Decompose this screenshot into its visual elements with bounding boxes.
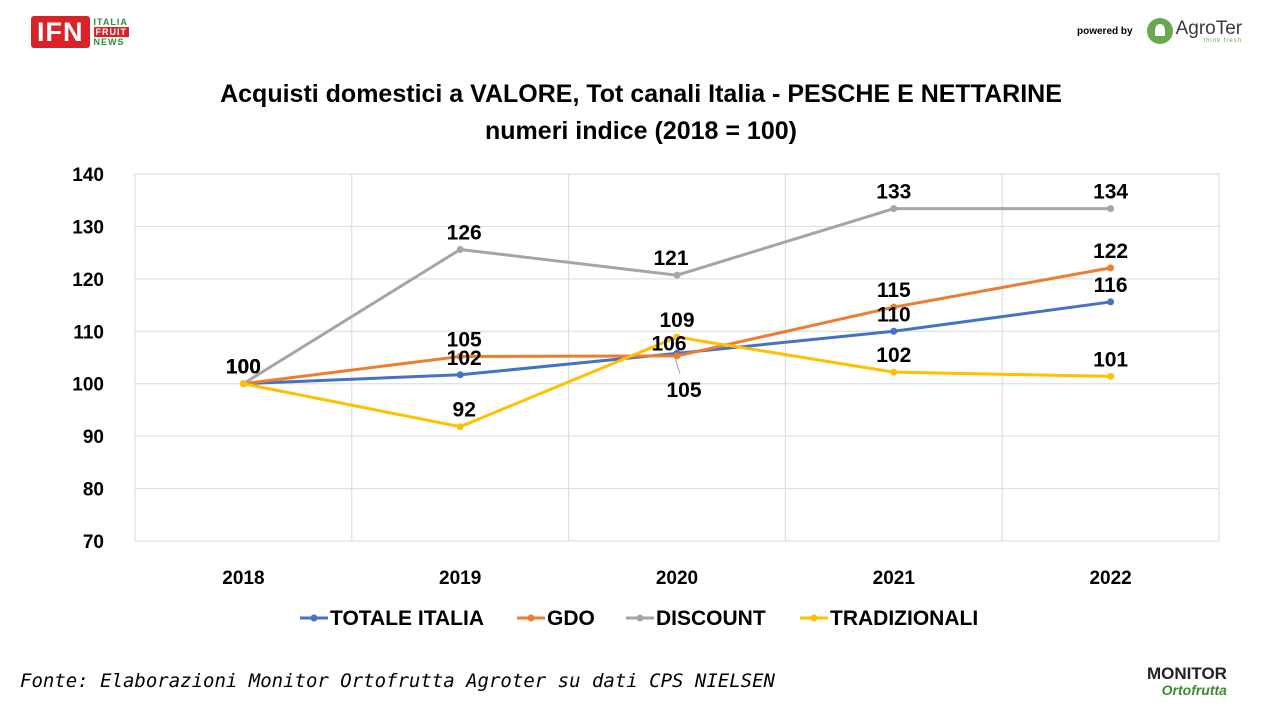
- ifn-line-fruit: FRUIT: [93, 27, 129, 37]
- y-tick-label: 110: [73, 322, 104, 343]
- monitor-ortofrutta-logo: MONITOR Ortofrutta: [1147, 664, 1227, 698]
- legend-marker: [810, 614, 818, 622]
- agroter-tagline: think fresh: [1203, 37, 1243, 44]
- agroter-name: AgroTer: [1175, 17, 1243, 39]
- y-tick-label: 130: [72, 217, 104, 238]
- powered-by-label: powered by: [1077, 25, 1133, 37]
- y-tick-label: 70: [83, 532, 104, 553]
- legend-entry: TOTALE ITALIA: [330, 607, 484, 630]
- y-tick-label: 90: [83, 427, 104, 448]
- ifn-line-news: NEWS: [93, 37, 125, 47]
- tree-icon: [1146, 18, 1173, 44]
- legend-marker: [310, 614, 318, 622]
- source-note: Fonte: Elaborazioni Monitor Ortofrutta A…: [20, 670, 775, 692]
- data-label: 102: [447, 347, 482, 370]
- x-tick-label: 2022: [1089, 568, 1131, 589]
- legend-marker: [636, 614, 644, 622]
- y-tick-label: 80: [83, 480, 104, 501]
- data-label: 122: [1093, 240, 1128, 263]
- ifn-subtext: ITALIA FRUIT NEWS: [93, 17, 129, 47]
- x-tick-label: 2020: [656, 568, 698, 589]
- data-point: [673, 352, 681, 360]
- data-label: 121: [653, 247, 688, 270]
- y-tick-label: 140: [72, 165, 104, 186]
- data-label: 105: [666, 379, 701, 402]
- data-label: 110: [877, 303, 911, 326]
- agroter-wordmark: AgroTer think fresh: [1176, 19, 1243, 44]
- data-label: 100: [226, 356, 261, 379]
- data-point: [1107, 205, 1115, 213]
- data-point: [456, 245, 464, 253]
- legend-entry: TRADIZIONALI: [830, 607, 978, 630]
- data-label: 106: [651, 332, 686, 355]
- data-point: [456, 352, 464, 360]
- legend-entry: GDO: [547, 607, 595, 630]
- data-point: [456, 423, 464, 431]
- data-label: 134: [1093, 181, 1128, 204]
- data-point: [673, 333, 681, 341]
- ifn-logo: IFN ITALIA FRUIT NEWS: [31, 15, 129, 49]
- ifn-badge: IFN: [31, 16, 90, 48]
- label-leader-line: [674, 357, 681, 375]
- data-label: 109: [659, 309, 694, 332]
- data-point: [890, 327, 898, 335]
- y-tick-label: 100: [72, 375, 104, 396]
- monitor-logo-top: MONITOR: [1147, 664, 1227, 683]
- x-tick-label: 2021: [873, 568, 916, 589]
- ifn-line-italia: ITALIA: [93, 17, 128, 27]
- data-point: [456, 371, 464, 379]
- legend-marker: [527, 614, 535, 622]
- agroter-logo: powered by AgroTer think fresh: [1077, 18, 1242, 44]
- data-point: [1107, 372, 1115, 380]
- data-label: 116: [1094, 274, 1128, 297]
- monitor-logo-bottom: Ortofrutta: [1161, 682, 1227, 698]
- data-point: [890, 368, 898, 376]
- chart-title-block: Acquisti domestici a VALORE, Tot canali …: [0, 76, 1280, 150]
- data-label: 115: [877, 279, 911, 302]
- data-point: [890, 303, 898, 311]
- legend-entry: DISCOUNT: [656, 607, 766, 630]
- data-label: 100: [226, 356, 261, 379]
- y-tick-label: 120: [72, 270, 104, 291]
- data-label: 102: [876, 344, 911, 367]
- x-tick-label: 2018: [222, 568, 264, 589]
- data-label: 92: [453, 399, 476, 422]
- data-label: 100: [226, 356, 261, 379]
- data-label: 100: [226, 356, 261, 379]
- data-point: [1107, 264, 1115, 272]
- data-label: 101: [1093, 348, 1128, 371]
- data-label: 105: [447, 328, 482, 351]
- data-label: 133: [876, 181, 911, 204]
- data-point: [890, 205, 898, 213]
- data-label: 126: [447, 221, 482, 244]
- data-point: [239, 380, 247, 388]
- chart-subtitle: numeri indice (2018 = 100): [485, 117, 797, 145]
- x-tick-label: 2019: [439, 568, 481, 589]
- data-point: [1107, 298, 1115, 306]
- data-point: [673, 271, 681, 279]
- chart-title: Acquisti domestici a VALORE, Tot canali …: [220, 80, 1062, 108]
